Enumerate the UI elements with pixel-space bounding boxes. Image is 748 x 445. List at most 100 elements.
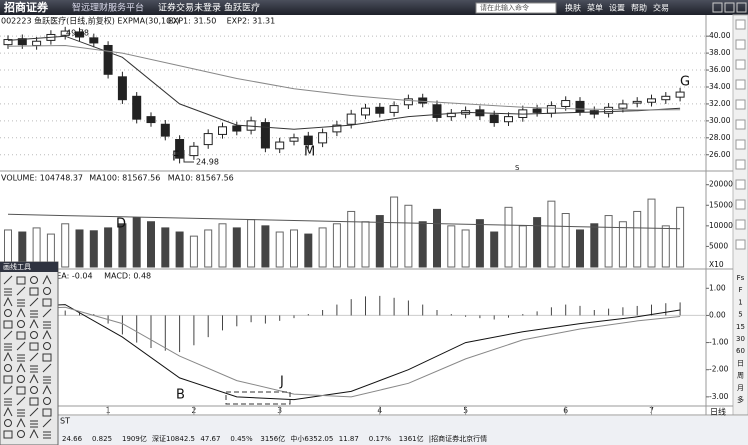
tool-icon[interactable] [4,343,12,351]
tool-icon[interactable] [16,386,26,395]
tool-icon[interactable] [42,384,52,395]
tool-icon[interactable] [3,406,13,417]
close-button[interactable] [736,2,747,13]
login-status[interactable]: 证券交易未登录 [158,2,221,14]
side-icon[interactable] [735,99,746,110]
menu-item[interactable]: 换肤 [565,3,581,13]
panel-title: 002223 鱼跃医疗(日线,前复权) EXPMA(30,100) [1,16,179,26]
tool-icon[interactable] [17,430,25,438]
tab-label[interactable]: ST [60,417,70,426]
side-button[interactable]: 5 [738,311,742,319]
tool-icon[interactable] [42,329,52,340]
tool-icon[interactable] [29,352,39,362]
tool-icon[interactable] [16,341,26,351]
tool-icon[interactable] [3,430,13,439]
side-icon[interactable] [735,59,746,70]
menu-item[interactable]: 交易 [653,3,669,13]
side-button[interactable]: Fs [737,274,745,282]
side-icon[interactable] [735,139,746,150]
tool-icon[interactable] [42,363,52,373]
tool-icon[interactable] [42,274,52,285]
tool-icon[interactable] [4,364,12,372]
tool-icon[interactable] [43,397,51,405]
maximize-button[interactable] [724,2,735,13]
tool-icon[interactable] [29,342,39,351]
tool-icon[interactable] [17,320,25,328]
tool-icon[interactable] [3,296,13,307]
menu-item[interactable]: 帮助 [631,3,647,13]
tool-icon[interactable] [30,386,38,394]
tool-icon[interactable] [3,351,13,362]
tool-icon[interactable] [30,331,38,339]
tool-icon[interactable] [16,417,26,428]
tool-icon[interactable] [16,286,26,296]
side-icon[interactable] [735,199,746,210]
tool-icon[interactable] [16,331,26,340]
tool-icon[interactable] [42,353,52,362]
tool-icon[interactable] [29,373,39,384]
side-icon[interactable] [735,119,746,130]
tool-icon[interactable] [30,276,38,284]
side-button[interactable]: 15 [736,323,745,331]
tool-icon[interactable] [29,287,39,296]
tool-icon[interactable] [16,396,26,406]
side-icon[interactable] [735,219,746,230]
tool-icon[interactable] [3,375,13,384]
side-button[interactable]: 多 [737,395,744,404]
y-tick-label: -1.00 [709,338,729,347]
side-button[interactable]: F [738,286,742,294]
period-label[interactable]: 日线 [710,407,726,417]
tool-icon[interactable] [43,287,51,295]
side-icon[interactable] [735,239,746,250]
tool-icon[interactable] [17,375,25,383]
side-icon[interactable] [735,19,746,30]
tool-icon[interactable] [29,407,39,417]
menu-item[interactable]: 菜单 [587,3,603,13]
menu-item[interactable]: 设置 [609,3,625,13]
side-button[interactable]: 周 [737,372,744,380]
side-icon[interactable] [735,179,746,190]
tool-icon[interactable] [42,408,52,417]
tool-icon[interactable] [43,321,51,329]
tool-icon[interactable] [42,418,52,428]
tool-icon[interactable] [43,376,51,384]
tool-icon[interactable] [17,299,25,307]
side-button[interactable]: 月 [737,384,744,392]
tool-icon[interactable] [16,362,26,373]
tool-icon[interactable] [16,276,26,285]
tool-icon[interactable] [42,298,52,307]
tool-icon[interactable] [4,398,12,406]
side-button[interactable]: 日 [737,359,744,367]
tool-icon[interactable] [30,420,38,428]
search-box[interactable] [475,2,557,14]
tool-icon[interactable] [43,342,51,350]
side-icon[interactable] [735,159,746,170]
tool-icon[interactable] [29,297,39,307]
side-button[interactable]: 60 [736,347,745,355]
tool-icon[interactable] [29,428,39,439]
tool-icon[interactable] [4,288,12,296]
tool-icon[interactable] [43,431,51,439]
tool-icon[interactable] [17,354,25,362]
side-button[interactable]: 1 [738,298,742,306]
side-icon[interactable] [735,79,746,90]
tool-icon[interactable] [3,385,13,395]
status-item: 0.45% [230,435,253,443]
side-icon[interactable] [735,39,746,50]
minimize-button[interactable] [712,2,723,13]
tool-icon[interactable] [30,365,38,373]
tool-icon[interactable] [29,397,39,406]
tool-icon[interactable] [3,330,13,340]
stock-name[interactable]: 鱼跃医疗 [224,2,260,14]
side-button[interactable]: 30 [736,335,745,343]
tool-icon[interactable] [4,309,12,317]
tool-icon[interactable] [4,419,12,427]
tool-icon[interactable] [3,320,13,329]
tool-icon[interactable] [16,307,26,318]
tool-icon[interactable] [30,310,38,318]
tool-icon[interactable] [17,409,25,417]
tool-icon[interactable] [42,308,52,318]
annotation-arrow [183,150,194,163]
tool-icon[interactable] [29,318,39,329]
tool-icon[interactable] [3,275,13,285]
